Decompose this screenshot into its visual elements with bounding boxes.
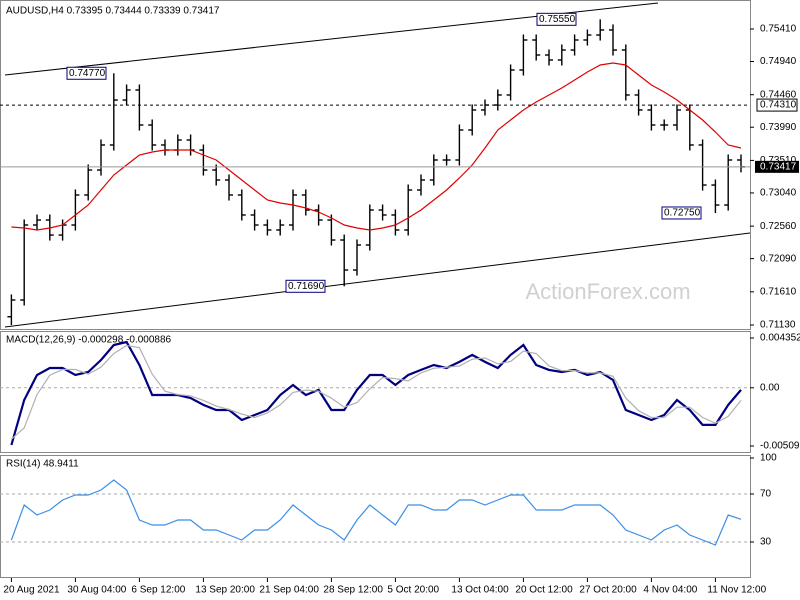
x-tick-label: 20 Aug 2021 <box>3 585 60 596</box>
y-tick-label: 0.72560 <box>760 221 797 232</box>
x-tick-label: 6 Sep 12:00 <box>131 585 185 596</box>
y-tick-label: 0.74940 <box>760 56 797 67</box>
indicator-line <box>11 344 742 440</box>
x-tick-label: 28 Sep 12:00 <box>323 585 383 596</box>
y-tick-label: 30 <box>760 537 772 548</box>
macd-panel-title: MACD(12,26,9) -0.000298 -0.000886 <box>6 335 172 346</box>
y-tick-label: 0.72090 <box>760 253 797 264</box>
indicator-line <box>10 340 742 446</box>
annotation-label: 0.75550 <box>539 14 576 25</box>
y-tick-label: 0.74460 <box>760 89 797 100</box>
macd-panel-border <box>0 331 751 453</box>
x-tick-label: 4 Nov 04:00 <box>643 585 697 596</box>
moving-average <box>11 62 742 231</box>
watermark: ActionForex.com <box>525 279 690 304</box>
reference-label: 0.74310 <box>760 100 797 111</box>
annotation-box <box>66 66 107 80</box>
lower-channel-line <box>4 232 751 328</box>
y-tick-label: 0.00 <box>760 382 780 393</box>
annotation-box <box>536 12 577 26</box>
y-tick-label: 0.71130 <box>760 320 796 331</box>
x-tick-label: 20 Oct 12:00 <box>515 585 573 596</box>
x-tick-label: 11 Nov 12:00 <box>707 585 766 596</box>
price-panel-title: AUDUSD,H4 0.73395 0.73444 0.73339 0.7341… <box>6 6 220 17</box>
annotation-label: 0.72750 <box>664 208 701 219</box>
x-tick-label: 13 Oct 04:00 <box>451 585 509 596</box>
y-tick-label: 0.71610 <box>760 286 797 297</box>
current-price-label: 0.73417 <box>760 161 797 172</box>
x-tick-label: 13 Sep 20:00 <box>195 585 255 596</box>
y-tick-label: 0.73990 <box>760 122 797 133</box>
y-tick-label: 0.75410 <box>760 24 797 35</box>
indicator-line <box>10 479 742 546</box>
x-tick-label: 5 Oct 20:00 <box>387 585 439 596</box>
reference-label-box <box>756 98 798 112</box>
x-tick-label: 30 Aug 04:00 <box>67 585 126 596</box>
rsi-panel-border <box>0 455 751 578</box>
annotation-box <box>285 279 326 293</box>
x-tick-label: 21 Sep 04:00 <box>259 585 319 596</box>
y-tick-label: 0.73510 <box>760 155 797 166</box>
current-price-box <box>755 160 799 173</box>
annotation-label: 0.71690 <box>288 281 325 292</box>
y-tick-label: 100 <box>760 453 777 464</box>
rsi-panel-title: RSI(14) 48.9411 <box>6 459 79 470</box>
y-tick-label: 0.004352 <box>760 333 800 344</box>
price-panel-border <box>0 0 751 330</box>
x-tick-label: 27 Oct 20:00 <box>579 585 637 596</box>
annotation-label: 0.74770 <box>69 68 106 79</box>
y-tick-label: 70 <box>760 489 772 500</box>
y-tick-label: -0.00509 <box>760 441 800 452</box>
annotation-box <box>661 206 702 220</box>
y-tick-label: 0.73040 <box>760 188 797 199</box>
